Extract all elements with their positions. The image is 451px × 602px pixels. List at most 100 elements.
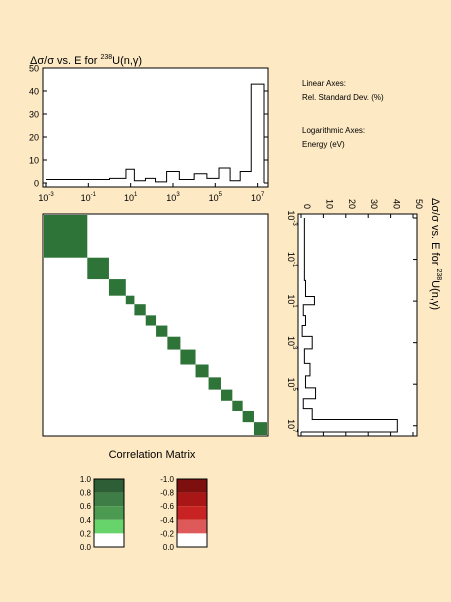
- top-title-main: Δσ/σ vs. E for: [30, 55, 100, 67]
- log-axes-value: Energy (eV): [302, 140, 345, 149]
- top-x-tick-label: 107: [251, 192, 265, 203]
- top-y-axis: 0 10 20 30 40 50: [29, 64, 268, 189]
- top-chart-title: Δσ/σ vs. E for 238U(n,γ): [30, 54, 142, 67]
- linear-axes-title: Linear Axes:: [302, 79, 346, 88]
- top-x-tick-exponent: 5: [219, 192, 223, 198]
- top-x-tick-exponent: 7: [261, 192, 265, 198]
- correlation-matrix-label: Correlation Matrix: [109, 449, 196, 461]
- top-x-tick-label: 10-3: [38, 192, 54, 203]
- matrix-blocks: [44, 215, 267, 435]
- side-title-main: Δσ/σ vs. E for: [429, 198, 441, 268]
- negative-scale-label: -1.0: [160, 475, 174, 484]
- side-energy-tick-base: 10: [286, 336, 296, 346]
- top-title-mass: 238: [100, 54, 112, 61]
- top-x-axis: 10-3 10-1 101 103 105 107: [38, 183, 265, 203]
- side-chart-title: Δσ/σ vs. E for 238U(n,γ): [429, 198, 442, 310]
- side-value-axis: 0 10 20 30 40 50: [300, 199, 424, 436]
- matrix-diagonal-block: [253, 422, 267, 435]
- positive-scale-swatch: [94, 533, 124, 547]
- top-x-tick-base: 10: [251, 193, 261, 203]
- negative-scale-label: -0.4: [160, 516, 174, 525]
- matrix-diagonal-block: [87, 257, 109, 280]
- top-title-reaction: U(n,γ): [112, 55, 142, 67]
- negative-scale-swatch: [177, 492, 207, 507]
- top-histogram-step-line: [46, 83, 265, 183]
- positive-scale-swatch-border: [93, 478, 125, 548]
- matrix-diagonal-block: [145, 315, 157, 326]
- negative-scale-swatch: [177, 533, 207, 547]
- matrix-diagonal-block: [208, 377, 221, 390]
- negative-scale-swatch-border: [176, 478, 208, 548]
- log-axes-title: Logarithmic Axes:: [302, 126, 365, 135]
- axes-legend: Linear Axes: Rel. Standard Dev. (%) Loga…: [302, 79, 384, 149]
- top-x-tick-base: 10: [209, 193, 219, 203]
- side-energy-tick-base: 10: [286, 252, 296, 262]
- negative-color-scale: -1.0 -0.8 -0.6 -0.4 -0.2 0.0: [160, 475, 208, 552]
- side-energy-tick-base: 10: [286, 210, 296, 220]
- side-energy-tick-exponent: 3: [291, 346, 297, 350]
- top-y-tick-label: 50: [29, 64, 39, 74]
- top-x-tick-exponent: 3: [176, 192, 180, 198]
- positive-scale-label: 0.2: [80, 529, 92, 538]
- top-x-tick-base: 10: [166, 193, 176, 203]
- matrix-diagonal-block: [232, 400, 243, 411]
- side-energy-tick-exponent: 7: [291, 429, 297, 433]
- matrix-diagonal-block: [44, 215, 88, 258]
- side-title-reaction: U(n,γ): [429, 280, 441, 310]
- side-value-tick-label: 30: [369, 199, 379, 209]
- negative-scale-label: 0.0: [163, 543, 175, 552]
- top-y-tick-label: 30: [29, 110, 39, 120]
- top-x-tick-label: 103: [166, 192, 180, 203]
- top-y-tick-label: 20: [29, 133, 39, 143]
- matrix-diagonal-block: [220, 389, 233, 401]
- side-energy-tick-label: 101: [286, 294, 297, 308]
- positive-scale-swatch: [94, 492, 124, 507]
- side-energy-tick-label: 10-1: [286, 252, 297, 268]
- side-energy-tick-label: 103: [286, 336, 297, 350]
- top-x-tick-base: 10: [124, 193, 134, 203]
- negative-scale-label: -0.6: [160, 502, 174, 511]
- side-energy-tick-base: 10: [286, 419, 296, 429]
- top-y-tick-label: 40: [29, 87, 39, 97]
- side-histogram-step-line: [301, 218, 398, 433]
- side-value-tick-label: 40: [392, 199, 402, 209]
- matrix-diagonal-block: [108, 279, 126, 296]
- matrix-diagonal-block: [125, 295, 135, 305]
- side-energy-tick-label: 10-3: [286, 210, 297, 226]
- positive-scale-swatch: [94, 519, 124, 534]
- top-x-tick-exponent: 1: [134, 192, 138, 198]
- top-x-tick-exponent: -1: [91, 192, 97, 198]
- side-value-tick-label: 10: [324, 199, 334, 209]
- matrix-diagonal-block: [167, 336, 181, 350]
- negative-scale-swatch: [177, 519, 207, 534]
- negative-scale-label: -0.2: [160, 529, 174, 538]
- positive-scale-swatch: [94, 479, 124, 493]
- side-value-tick-label: 0: [302, 204, 312, 209]
- positive-scale-label: 1.0: [80, 475, 92, 484]
- side-value-tick-label: 20: [347, 199, 357, 209]
- side-plot-area: [297, 213, 418, 437]
- top-x-tick-label: 10-1: [81, 192, 97, 203]
- top-plot-area: [42, 67, 269, 188]
- negative-scale-swatch: [177, 479, 207, 493]
- side-energy-tick-label: 105: [286, 378, 297, 392]
- matrix-diagonal-block: [242, 410, 254, 423]
- correlation-matrix-chart: [42, 213, 269, 437]
- positive-scale-swatch: [94, 506, 124, 520]
- positive-scale-label: 0.6: [80, 502, 92, 511]
- top-y-tick-label: 10: [29, 156, 39, 166]
- side-energy-tick-exponent: 1: [291, 304, 297, 308]
- side-energy-tick-exponent: -1: [291, 262, 297, 268]
- linear-axes-value: Rel. Standard Dev. (%): [302, 93, 384, 102]
- matrix-diagonal-block: [195, 364, 209, 378]
- side-energy-tick-exponent: 5: [291, 388, 297, 392]
- side-energy-tick-exponent: -3: [291, 220, 297, 226]
- top-x-tick-base: 10: [38, 193, 48, 203]
- side-energy-tick-base: 10: [286, 294, 296, 304]
- top-x-tick-label: 101: [124, 192, 138, 203]
- top-x-tick-base: 10: [81, 193, 91, 203]
- matrix-diagonal-block: [134, 304, 146, 316]
